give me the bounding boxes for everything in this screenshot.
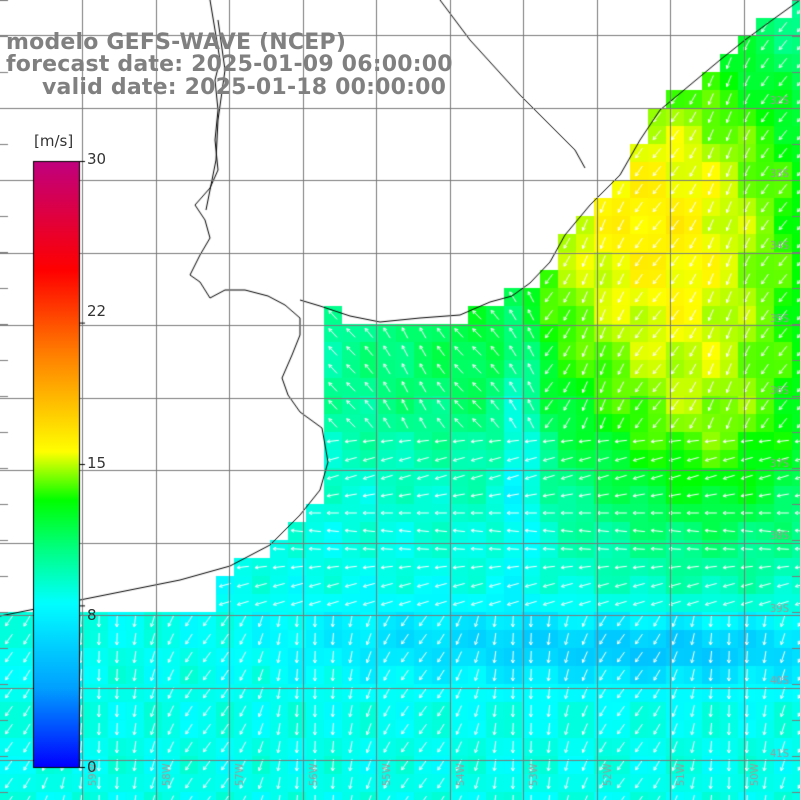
colorbar-tick-0: 0 <box>87 758 97 776</box>
model-title: modelo GEFS-WAVE (NCEP) <box>6 30 347 55</box>
colorbar-unit: [m/s] <box>34 132 74 150</box>
forecast-date: forecast date: 2025-01-09 06:00:00 <box>6 52 453 77</box>
colorbar-tick-30: 30 <box>87 150 107 168</box>
colorbar-tick-8: 8 <box>87 606 97 624</box>
valid-date: valid date: 2025-01-18 00:00:00 <box>42 75 447 100</box>
colorbar-tick-22: 22 <box>87 302 107 320</box>
colorbar-tick-15: 15 <box>87 454 107 472</box>
